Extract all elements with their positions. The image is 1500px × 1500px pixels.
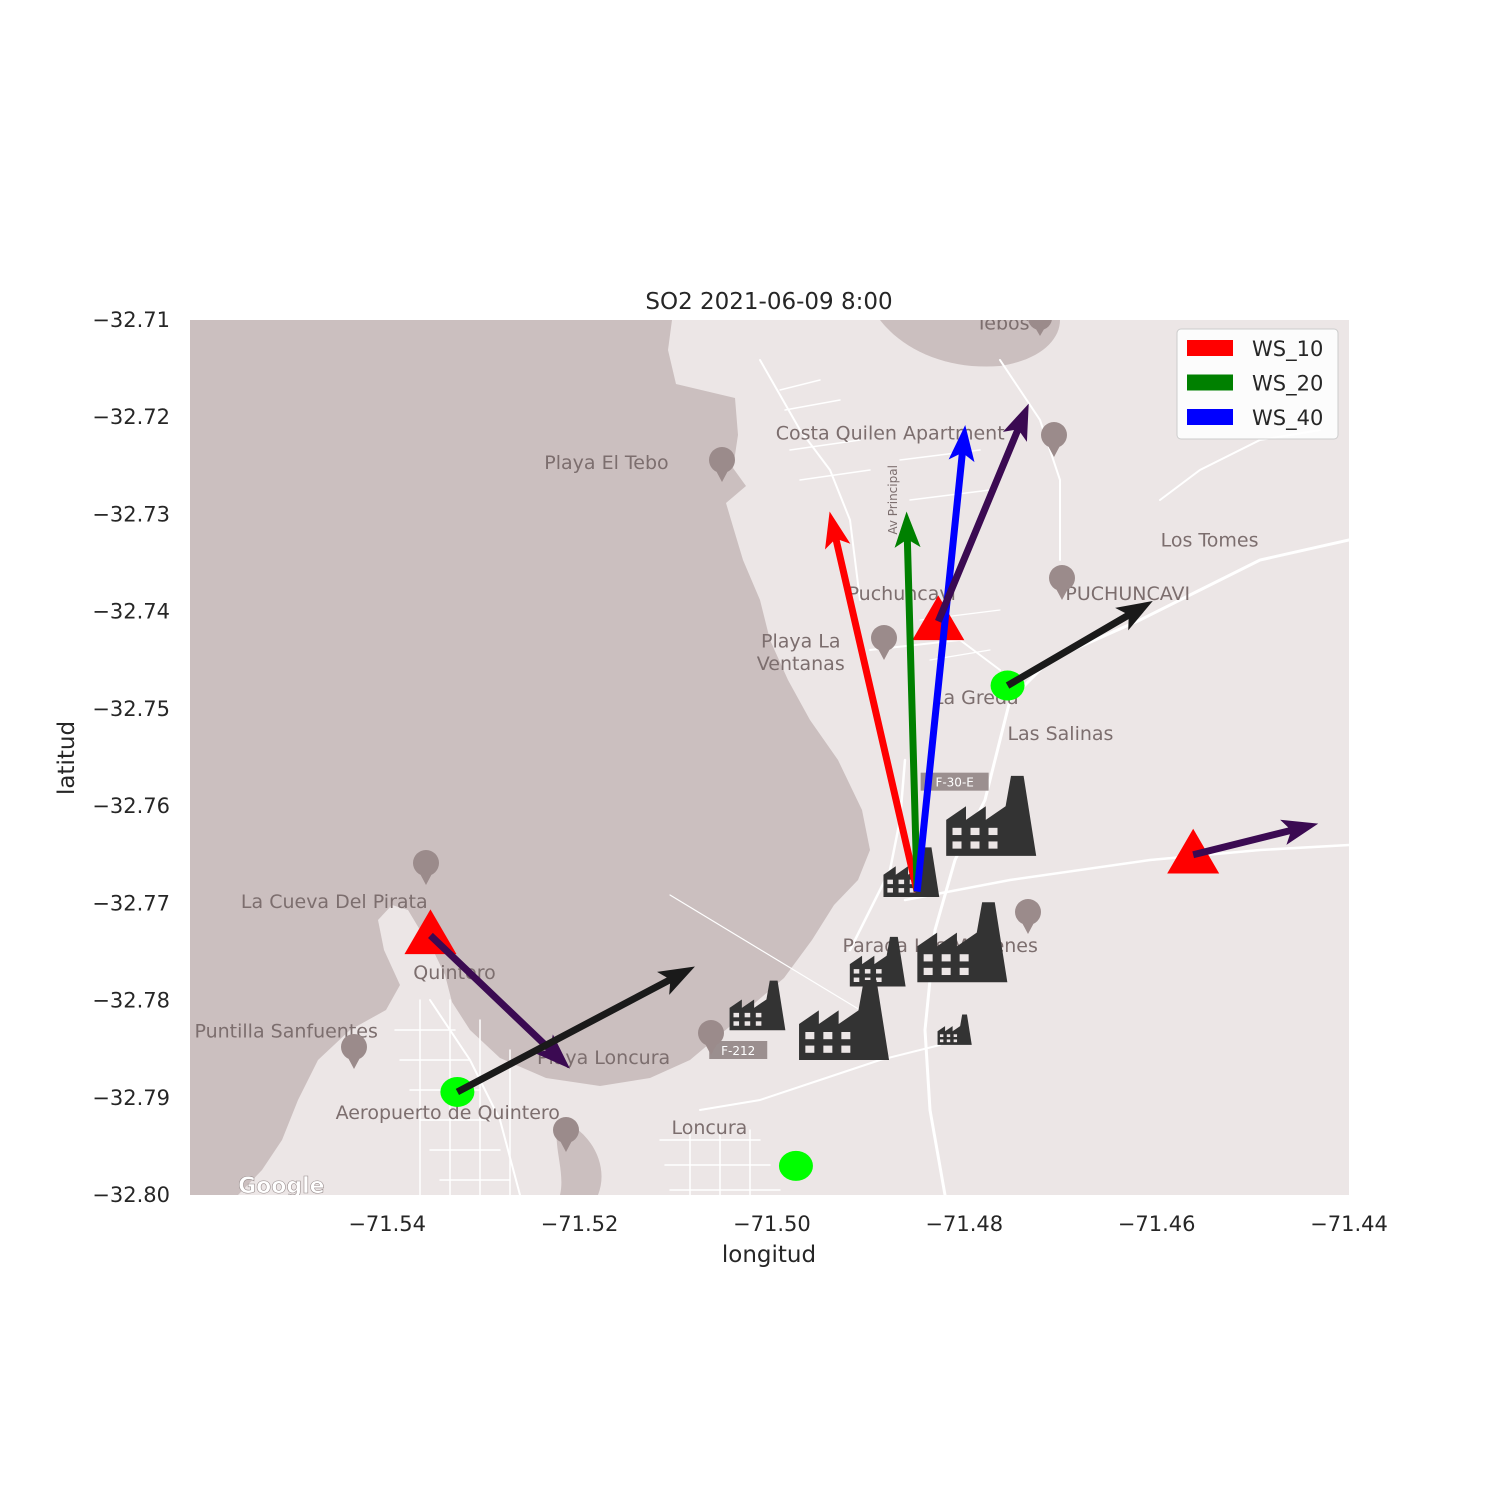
wind-arrow: [1005, 600, 1153, 689]
map-place-label: F-30-E: [935, 776, 973, 790]
x-tick-label: −71.46: [1118, 1212, 1196, 1236]
beach-pin-icon: [871, 625, 897, 660]
y-tick-label: −32.76: [92, 794, 170, 818]
legend-swatch: [1187, 409, 1233, 425]
factory-icon: [729, 980, 786, 1031]
map-axes: Tebos Costa Quilen Apartment Playa El Tebo…: [190, 313, 1349, 1199]
legend-label: WS_20: [1252, 372, 1323, 397]
map-sea: [190, 320, 870, 1195]
map-place-label: Quintero: [413, 962, 495, 984]
map-place-label: Ventanas: [757, 653, 845, 675]
legend-swatch: [1187, 374, 1233, 391]
camera-pin-icon: [1015, 899, 1041, 934]
wind-arrow: [935, 403, 1029, 623]
y-axis-label: latitud: [54, 721, 80, 795]
road-shield-icon: [920, 772, 989, 791]
legend-label: WS_10: [1252, 337, 1323, 362]
factory-icon: [849, 936, 906, 987]
wind-arrow-ws40: [913, 425, 975, 893]
station-circle-marker: [440, 1076, 475, 1107]
y-tick-label: −32.72: [92, 405, 170, 429]
y-tick-label: −32.78: [92, 989, 170, 1013]
station-circle-marker: [778, 1150, 813, 1181]
map-place-label: Costa Quilen Apartment: [776, 423, 1005, 445]
map-place-label: Playa La: [761, 631, 841, 653]
airport-pin-icon: [553, 1117, 579, 1152]
y-tick-label: −32.79: [92, 1086, 170, 1110]
beach-pin-icon: [698, 1020, 724, 1055]
x-axis-label: longitud: [722, 1242, 816, 1268]
map-pins: [341, 320, 1075, 1152]
map-place-label: Puntilla Sanfuentes: [194, 1021, 377, 1043]
map-place-label: F-212: [721, 1044, 755, 1058]
map-place-label: Google: [238, 1174, 325, 1199]
mountain-pin-icon: [1028, 320, 1052, 336]
camera-pin-icon: [341, 1034, 367, 1069]
x-axis: −71.54 −71.52 −71.50 −71.48 −71.46 −71.44: [348, 1212, 1388, 1236]
road-shield-icon: [709, 1041, 768, 1059]
x-tick-label: −71.54: [348, 1212, 426, 1236]
wind-arrow-ws20: [894, 511, 921, 892]
factory-icon: [946, 775, 1037, 856]
camera-pin-icon: [413, 850, 439, 885]
x-tick-label: −71.52: [541, 1212, 619, 1236]
x-tick-label: −71.50: [733, 1212, 811, 1236]
x-tick-label: −71.44: [1310, 1212, 1388, 1236]
wind-arrow: [455, 966, 695, 1096]
map-place-label: Aeropuerto de Quintero: [336, 1102, 560, 1124]
beach-pin-icon: [709, 447, 735, 482]
factory-icon: [917, 902, 1008, 983]
hotel-pin-icon: [1049, 565, 1075, 600]
factory-icon: [937, 1014, 972, 1045]
map-place-label: Las Salinas: [1007, 723, 1113, 745]
map-place-label: Los Tomes: [1161, 530, 1259, 552]
y-tick-label: −32.74: [92, 600, 170, 624]
legend-swatch: [1187, 340, 1233, 356]
station-triangle-marker: [404, 909, 457, 955]
map-place-label: Playa El Tebo: [544, 452, 668, 474]
map-place-label: Loncura: [671, 1117, 747, 1139]
legend-label: WS_40: [1252, 406, 1323, 431]
wind-arrows: [428, 403, 1319, 1096]
wind-arrow: [1192, 819, 1319, 859]
y-tick-label: −32.77: [92, 891, 170, 915]
map-place-label: PUCHUNCAVI: [1065, 583, 1190, 605]
station-triangle-marker: [1167, 828, 1220, 874]
y-tick-label: −32.75: [92, 697, 170, 721]
factory-icon: [799, 980, 890, 1060]
factories: [729, 775, 1037, 1060]
y-tick-label: −32.71: [92, 308, 170, 332]
x-tick-label: −71.48: [925, 1212, 1003, 1236]
y-axis: −32.71 −32.72 −32.73 −32.74 −32.75 −32.76 −32.…: [92, 308, 170, 1207]
chart-title: SO2 2021-06-09 8:00: [645, 289, 892, 315]
hotel-pin-icon: [1041, 422, 1067, 457]
map-place-label: La Cueva Del Pirata: [241, 891, 428, 913]
wind-arrow: [428, 932, 570, 1069]
map-place-label: Tebos: [975, 313, 1030, 335]
y-tick-label: −32.80: [92, 1183, 170, 1207]
map-sea-north: [880, 320, 1060, 367]
wind-arrow-ws10: [825, 511, 921, 893]
map-place-label: Av Principal: [886, 465, 900, 535]
legend: WS_10 WS_20 WS_40: [1176, 328, 1339, 440]
y-tick-label: −32.73: [92, 502, 170, 526]
map-place-label: Puchuncavi: [848, 583, 956, 605]
map-place-label: Playa Loncura: [537, 1047, 670, 1069]
